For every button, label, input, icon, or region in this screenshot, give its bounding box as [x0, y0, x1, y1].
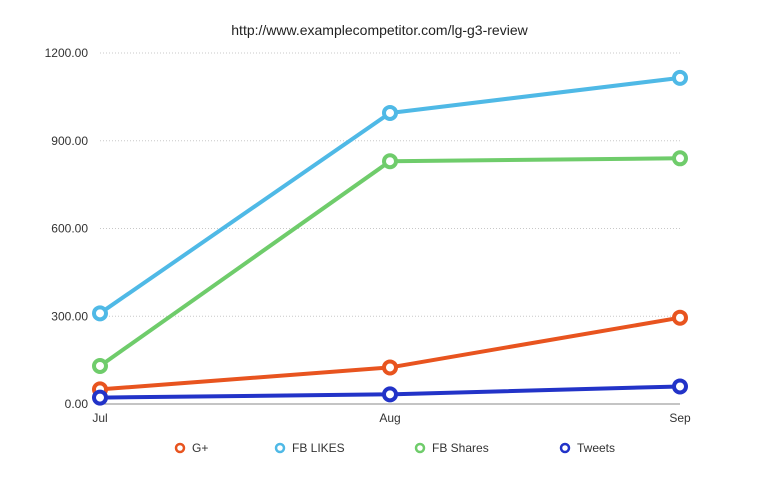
data-point: [382, 104, 398, 121]
data-point: [92, 389, 108, 406]
y-tick-label: 900.00: [51, 134, 88, 148]
legend-marker: [559, 442, 571, 454]
data-point: [92, 357, 108, 374]
data-point: [672, 69, 688, 86]
data-point: [382, 359, 398, 376]
y-tick-label: 600.00: [51, 222, 88, 236]
data-point: [672, 378, 688, 395]
x-tick-label: Jul: [92, 411, 107, 425]
y-tick-label: 300.00: [51, 309, 88, 323]
legend-marker: [274, 442, 286, 454]
legend-marker: [414, 442, 426, 454]
chart-title: http://www.examplecompetitor.com/lg-g3-r…: [231, 22, 528, 38]
x-tick-label: Sep: [669, 411, 691, 425]
series-line: [98, 315, 682, 392]
data-point: [382, 386, 398, 403]
legend-label: FB LIKES: [292, 441, 345, 455]
data-point: [92, 305, 108, 322]
legend-marker: [174, 442, 186, 454]
data-point: [672, 150, 688, 167]
y-tick-label: 1200.00: [45, 46, 89, 60]
data-point: [382, 153, 398, 170]
series-line: [98, 156, 682, 368]
legend-label: Tweets: [577, 441, 615, 455]
data-point: [672, 309, 688, 326]
legend-label: G+: [192, 441, 208, 455]
y-tick-label: 0.00: [65, 397, 89, 411]
x-tick-label: Aug: [379, 411, 400, 425]
legend-label: FB Shares: [432, 441, 489, 455]
